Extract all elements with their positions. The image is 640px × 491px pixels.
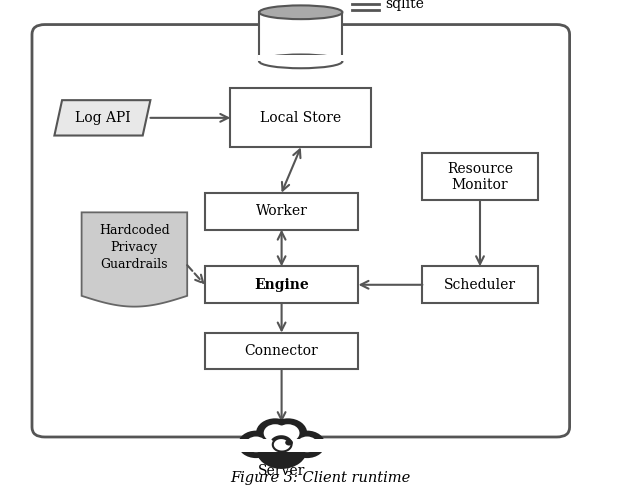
Circle shape [269,418,307,448]
Circle shape [256,430,307,469]
FancyBboxPatch shape [230,88,371,147]
Ellipse shape [259,5,342,19]
Circle shape [264,424,287,442]
FancyBboxPatch shape [422,266,538,303]
Polygon shape [259,12,342,61]
Polygon shape [82,213,187,306]
Text: Hardcoded
Privacy
Guardrails: Hardcoded Privacy Guardrails [99,224,170,272]
Text: sqlite: sqlite [385,0,424,11]
Circle shape [276,424,300,442]
Circle shape [297,436,317,452]
Polygon shape [54,100,150,136]
Polygon shape [234,439,330,452]
Text: Scheduler: Scheduler [444,278,516,292]
Circle shape [289,431,325,458]
Ellipse shape [259,55,342,68]
Circle shape [238,431,274,458]
Text: Engine: Engine [254,278,309,292]
Text: Resource
Monitor: Resource Monitor [447,162,513,192]
FancyBboxPatch shape [205,266,358,303]
Text: Server: Server [258,464,305,478]
Text: Figure 3: Client runtime: Figure 3: Client runtime [230,471,410,485]
FancyBboxPatch shape [32,25,570,437]
Polygon shape [258,55,344,61]
Text: Worker: Worker [255,204,308,218]
FancyBboxPatch shape [422,154,538,200]
Circle shape [256,418,294,448]
FancyBboxPatch shape [205,333,358,370]
Circle shape [246,436,266,452]
Text: Log API: Log API [75,111,130,125]
FancyBboxPatch shape [205,193,358,230]
Circle shape [285,439,293,445]
Text: Connector: Connector [244,344,319,358]
Text: Local Store: Local Store [260,111,341,125]
